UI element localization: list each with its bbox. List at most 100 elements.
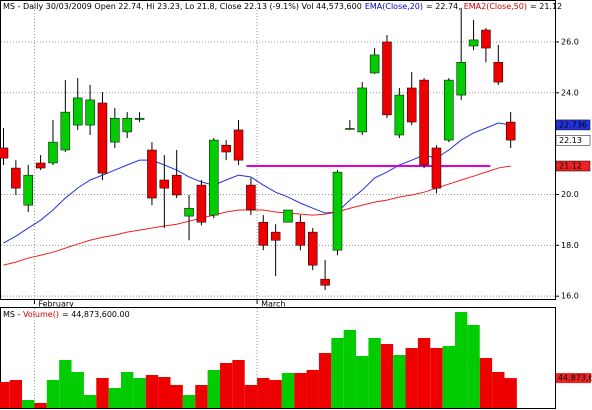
candle-body	[308, 231, 318, 266]
title-part: MS - Daily 30/03/2009 Open 22.74, Hi 23.…	[3, 2, 362, 11]
volume-bar	[244, 385, 258, 408]
candle-body	[481, 29, 491, 49]
candle-body	[369, 54, 380, 74]
candle-body	[444, 79, 454, 141]
candle-body	[456, 62, 466, 96]
title-part: Volume()	[23, 310, 59, 319]
volume-bar	[195, 385, 208, 408]
volume-bar	[34, 403, 47, 408]
candle-body	[295, 221, 306, 246]
candle-body	[382, 41, 392, 116]
x-tick-label: March	[261, 300, 285, 309]
candle-body	[345, 128, 355, 130]
candle-body	[209, 139, 219, 216]
volume-bar	[96, 378, 109, 408]
candle-body	[110, 117, 120, 143]
panel-title: MS - Daily 30/03/2009 Open 22.74, Hi 23.…	[3, 2, 562, 11]
last-value-label: 21.12	[559, 162, 582, 171]
y-tick-label: 18.0	[561, 241, 579, 250]
price-panel	[0, 0, 556, 300]
volume-bar	[269, 380, 282, 408]
volume-bar	[145, 375, 159, 408]
volume-bar	[343, 330, 357, 408]
volume-bar	[393, 355, 406, 408]
candle-body	[159, 179, 170, 189]
volume-bar	[417, 338, 431, 408]
candle-body	[134, 117, 145, 120]
volume-bar	[219, 363, 233, 408]
volume-bar	[294, 373, 307, 408]
title-part: EMA(Close,20)	[365, 2, 423, 11]
candle-body	[60, 111, 71, 151]
volume-bar	[108, 388, 122, 408]
last-value-label: 44,873,6	[558, 374, 592, 383]
y-tick-label: 24.0	[561, 88, 579, 97]
candle-body	[246, 184, 256, 211]
candle-body	[283, 209, 293, 223]
title-part: MS -	[3, 310, 21, 319]
title-part: EMA2(Close,50)	[464, 2, 527, 11]
volume-bar	[467, 325, 480, 408]
candle-body	[184, 207, 194, 217]
volume-bar	[479, 358, 493, 408]
volume-bar	[281, 373, 295, 408]
candle-body	[35, 162, 46, 169]
volume-bar	[356, 356, 369, 408]
candle-body	[258, 221, 269, 246]
volume-bar	[158, 377, 171, 408]
candle-body	[406, 87, 417, 123]
volume-bar	[170, 385, 183, 408]
candle-body	[85, 99, 95, 126]
volume-bar	[331, 338, 344, 408]
panel-title: MS - Volume() = 44,873,600.00	[3, 310, 130, 319]
y-tick-label: 26.0	[561, 37, 579, 46]
ema-line	[3, 165, 511, 266]
candle-body	[122, 117, 132, 133]
volume-bar	[492, 372, 505, 408]
candle-body	[171, 174, 182, 196]
candle-body	[48, 141, 58, 164]
volume-bar	[257, 378, 270, 408]
volume-bar	[133, 378, 146, 408]
last-value-label: 22.13	[559, 136, 582, 145]
volume-bar	[0, 382, 10, 408]
volume-bar	[46, 380, 60, 408]
volume-bar	[121, 372, 134, 408]
candle-body	[419, 79, 429, 166]
candle-body	[493, 62, 504, 83]
title-part: = 22.74,	[426, 2, 461, 11]
volume-bar	[318, 353, 332, 408]
candle-body	[431, 147, 442, 189]
candle-body	[0, 147, 9, 159]
y-tick-label: 16.0	[561, 292, 579, 301]
candle-body	[221, 144, 231, 153]
x-tick-label: February	[38, 300, 74, 309]
volume-bar	[368, 338, 381, 408]
last-value-box	[555, 119, 591, 131]
title-part: = 21.12	[530, 2, 562, 11]
candle-body	[332, 171, 343, 251]
title-part: = 44,873,600.00	[62, 310, 130, 319]
volume-bar	[380, 344, 394, 408]
volume-bar	[59, 360, 72, 408]
candle-body	[233, 129, 244, 161]
last-value-box	[556, 373, 591, 384]
volume-bar	[306, 370, 319, 408]
volume-bar	[83, 395, 97, 408]
candle-body	[196, 184, 207, 223]
candle-body	[23, 174, 33, 206]
volume-bar	[430, 348, 443, 408]
candle-body	[505, 121, 516, 141]
volume-bar	[232, 360, 245, 408]
volume-bar	[22, 400, 35, 408]
candle-body	[320, 278, 330, 286]
volume-bar	[182, 395, 196, 408]
volume-bar	[405, 348, 418, 408]
volume-bar	[455, 312, 468, 408]
volume-bar	[71, 372, 84, 408]
last-value-box	[555, 135, 591, 146]
volume-bar	[504, 378, 517, 408]
last-value-label: 22.736	[559, 120, 587, 129]
candle-body	[270, 231, 281, 241]
